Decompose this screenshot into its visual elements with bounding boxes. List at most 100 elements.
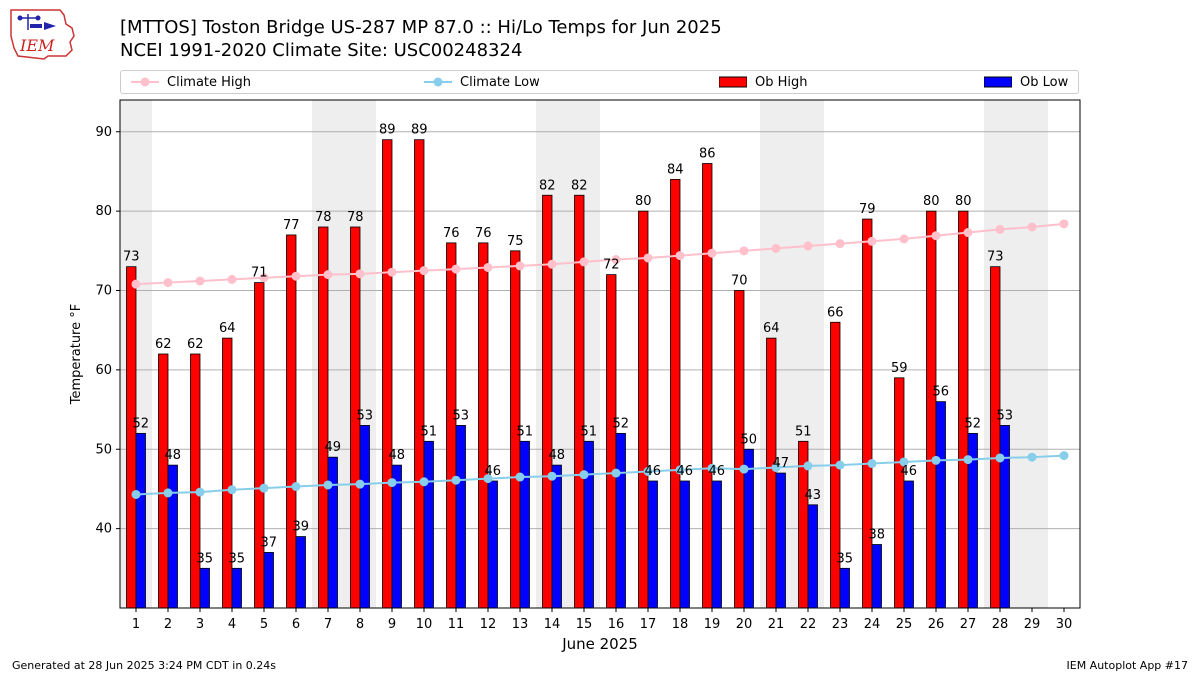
climate-high-point [963,228,973,238]
ob-high-bar [286,234,297,609]
climate-low-point [835,460,845,470]
x-tick-label: 17 [640,617,657,632]
ob-low-bar [679,480,690,609]
climate-low-point [899,457,909,467]
climate-high-point [451,264,461,274]
ob-low-value-label: 35 [196,551,213,566]
climate-low-point [483,474,493,484]
ob-low-value-label: 46 [484,464,501,479]
climate-low-point [739,464,749,474]
climate-high-point [1059,219,1069,229]
ob-low-bar [807,504,818,609]
x-axis-label: June 2025 [561,635,638,653]
climate-low-point [387,478,397,488]
climate-high-point [835,239,845,249]
ob-low-bar [487,480,498,609]
climate-high-point [323,270,333,280]
ob-low-value-label: 51 [420,424,437,439]
climate-high-point [707,248,717,258]
x-tick-label: 12 [480,617,497,632]
x-tick-label: 27 [960,617,977,632]
x-tick-label: 18 [672,617,689,632]
x-tick-label: 13 [512,617,529,632]
ob-low-bar [871,544,882,609]
ob-low-value-label: 39 [292,520,309,535]
climate-low-point [1059,451,1069,461]
y-axis-label: Temperature °F [69,304,84,405]
x-tick-label: 25 [896,617,913,632]
climate-high-point [515,261,525,271]
climate-low-point [803,461,813,471]
climate-high-line [135,222,1065,286]
ob-high-bar [862,218,873,609]
ob-low-bar [263,552,274,609]
ob-high-bar [638,210,649,609]
climate-high-point [579,257,589,267]
legend-label-climate-low: Climate Low [460,74,540,90]
x-tick-label: 11 [448,617,465,632]
climate-low-point [867,459,877,469]
climate-low-point [419,477,429,487]
climate-high-point [483,262,493,272]
iem-logo: IEM [10,9,75,60]
climate-high-point [643,253,653,263]
ob-low-bar [423,440,434,609]
climate-low-point [259,483,269,493]
ob-low-value-label: 46 [676,464,693,479]
svg-text:IEM: IEM [19,36,55,55]
ob-low-value-label: 48 [164,448,181,463]
x-tick-label: 22 [800,617,817,632]
climate-low-point [227,485,237,495]
ob-high-value-label: 84 [667,162,684,177]
ob-high-value-label: 77 [283,218,300,233]
climate-low-point [643,466,653,476]
ob-high-bar [894,377,905,609]
ob-high-bar [158,353,169,609]
ob-low-bar [711,480,722,609]
climate-low-point [323,480,333,490]
climate-high-point [739,246,749,256]
ob-low-value-label: 47 [772,456,789,471]
ob-low-bar [295,536,306,609]
ob-low-bar [647,480,658,609]
ob-high-value-label: 64 [219,321,236,336]
ob-high-value-label: 76 [475,226,492,241]
ob-high-bar [766,337,777,609]
climate-low-point [547,471,557,481]
ob-high-bar [382,139,393,609]
ob-high-value-label: 59 [891,361,908,376]
climate-high-point [227,274,237,284]
climate-high-point [387,267,397,277]
ob-high-bar [926,210,937,609]
ob-low-value-label: 56 [932,385,949,400]
ob-high-bar [478,242,489,609]
ob-high-bar [702,163,713,609]
ob-low-value-label: 52 [132,416,149,431]
x-tick-label: 14 [544,617,561,632]
weekend-band [1016,100,1048,608]
ob-low-bar [839,567,850,609]
legend-item-ob-low: Ob Low [984,71,1068,93]
legend-marker-climate-low [424,77,452,87]
ob-high-value-label: 82 [571,178,588,193]
x-tick-label: 20 [736,617,753,632]
climate-low-line [135,454,1065,496]
ob-low-bar [551,464,562,609]
ob-high-bar [574,194,585,609]
legend-label-ob-low: Ob Low [1020,74,1069,90]
y-tick-label: 60 [95,363,112,378]
ob-low-value-label: 43 [804,488,821,503]
ob-low-value-label: 48 [548,448,565,463]
ob-low-bar [615,432,626,609]
climate-high-point [803,241,813,251]
legend-marker-ob-low [984,76,1012,88]
ob-high-bar [542,194,553,609]
ob-high-value-label: 70 [731,274,748,289]
chart-legend: Climate High Climate Low Ob High Ob Low [120,70,1079,94]
ob-low-bar [775,472,786,609]
climate-low-point [931,455,941,465]
x-tick-label: 6 [292,617,300,632]
ob-low-bar [519,440,530,609]
x-tick-label: 8 [356,617,364,632]
